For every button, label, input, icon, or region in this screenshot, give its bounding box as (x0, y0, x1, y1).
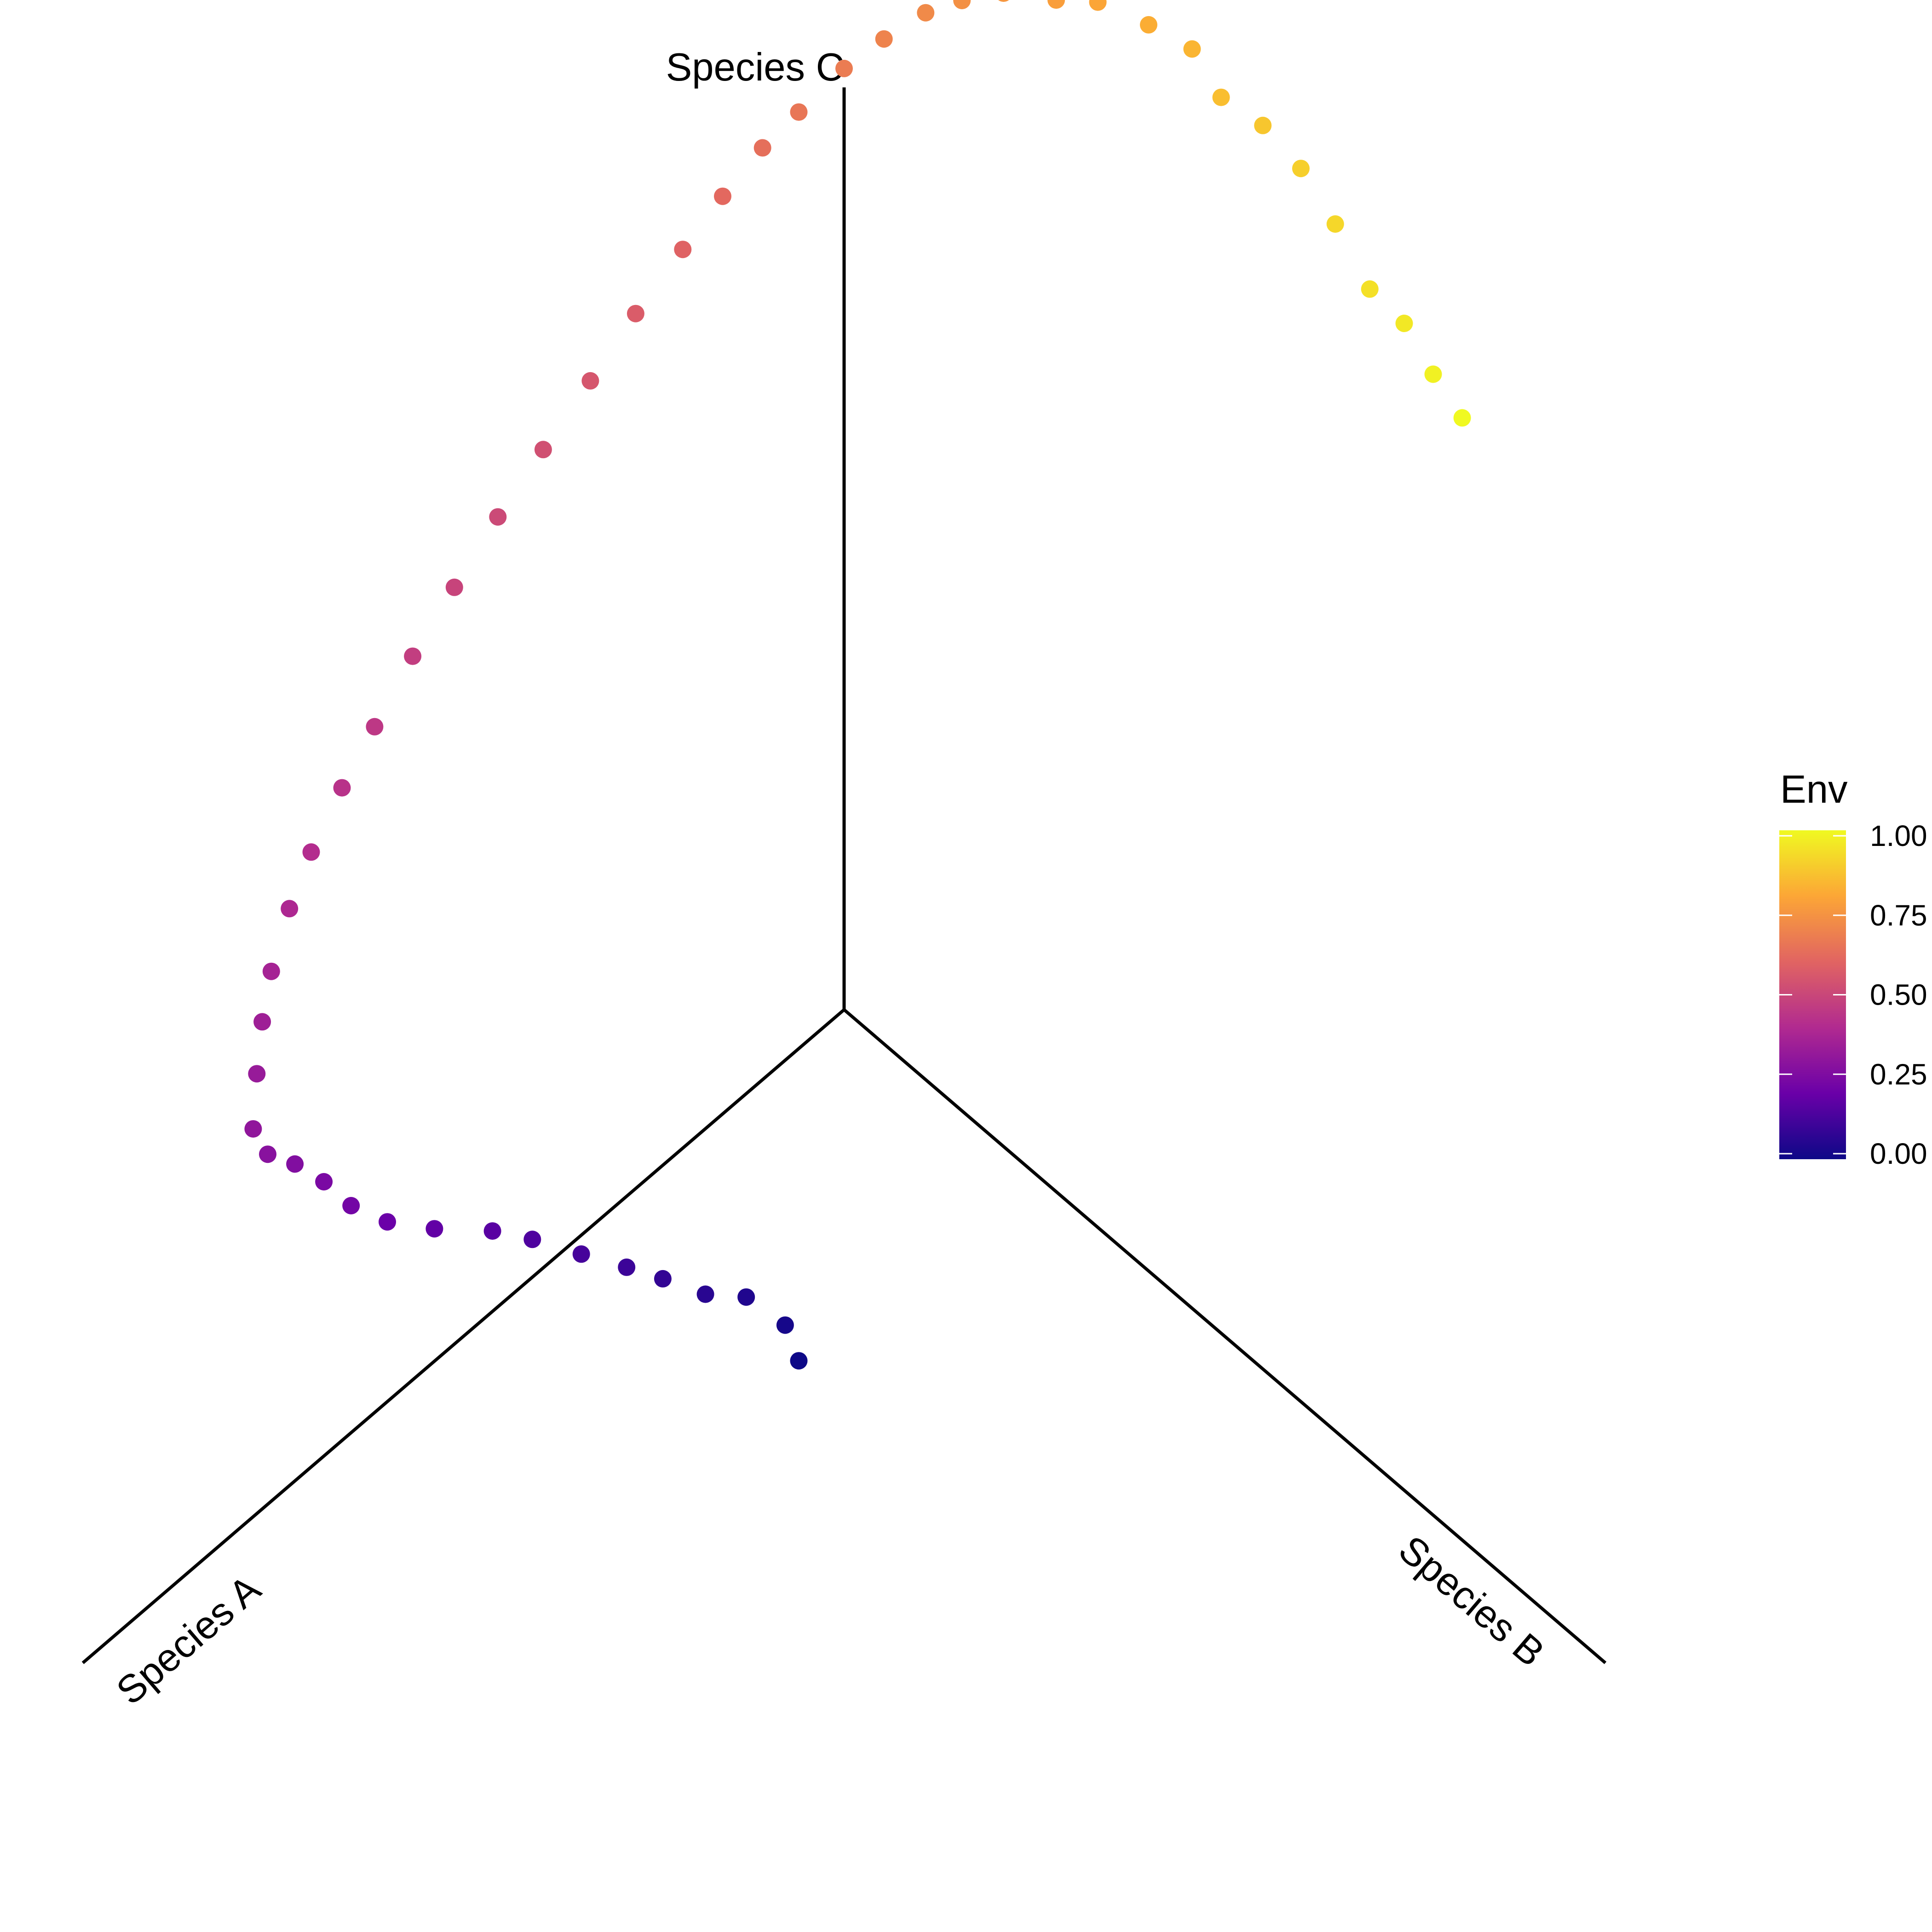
axes (81, 87, 1607, 1664)
data-point-27 (534, 441, 552, 459)
data-point-22 (333, 779, 351, 797)
data-point-11 (379, 1213, 396, 1231)
data-point-26 (489, 508, 507, 526)
data-point-13 (315, 1173, 333, 1190)
data-point-4 (696, 1285, 714, 1303)
data-point-36 (917, 4, 935, 22)
data-point-9 (483, 1222, 501, 1240)
data-point-12 (342, 1197, 360, 1214)
legend-title: Env (1780, 768, 1848, 811)
data-point-23 (366, 718, 384, 736)
axis-species-b (843, 1008, 1607, 1664)
data-point-24 (404, 647, 422, 665)
data-point-2 (776, 1316, 794, 1334)
axis-species-a (81, 1008, 845, 1664)
legend-tick-label-1: 0.25 (1870, 1058, 1927, 1091)
data-point-50 (1453, 409, 1471, 427)
data-point-5 (654, 1270, 672, 1288)
data-point-10 (426, 1220, 443, 1238)
data-point-1 (790, 1352, 808, 1370)
legend-tick-label-4: 1.00 (1870, 819, 1927, 852)
data-point-42 (1183, 40, 1201, 58)
data-point-33 (790, 103, 808, 121)
data-point-14 (286, 1155, 304, 1173)
data-points (244, 0, 1471, 1370)
data-point-21 (302, 843, 320, 861)
data-point-25 (445, 578, 463, 596)
data-point-32 (753, 139, 771, 157)
data-point-16 (244, 1120, 262, 1138)
data-point-34 (835, 59, 853, 77)
data-point-47 (1361, 280, 1379, 298)
data-point-41 (1140, 16, 1157, 34)
axis-label-species-c: Species C (666, 46, 844, 89)
data-point-29 (627, 305, 644, 322)
data-point-31 (714, 187, 731, 205)
legend-tick-label-2: 0.50 (1870, 978, 1927, 1012)
data-point-7 (572, 1245, 590, 1263)
data-point-35 (875, 30, 893, 48)
color-legend: Env 0.00 0.25 0.50 0.75 1.00 (1779, 768, 1927, 1170)
data-point-37 (953, 0, 971, 10)
data-point-40 (1089, 0, 1107, 11)
data-point-38 (998, 0, 1009, 2)
data-point-28 (581, 372, 599, 390)
data-point-39 (1047, 0, 1065, 9)
data-point-6 (618, 1258, 636, 1276)
data-point-46 (1326, 215, 1344, 233)
legend-tick-label-0: 0.00 (1870, 1137, 1927, 1170)
data-point-19 (262, 962, 280, 980)
data-point-44 (1254, 116, 1272, 134)
axis-label-species-a: Species A (109, 1567, 269, 1713)
data-point-45 (1292, 160, 1310, 178)
data-point-18 (253, 1013, 271, 1031)
data-point-43 (1212, 88, 1230, 106)
data-point-49 (1424, 365, 1442, 383)
data-point-3 (737, 1288, 755, 1306)
legend-tick-label-3: 0.75 (1870, 899, 1927, 932)
data-point-48 (1395, 315, 1413, 332)
data-point-8 (523, 1230, 541, 1248)
data-point-15 (259, 1145, 276, 1163)
data-point-20 (281, 900, 299, 918)
data-point-30 (674, 241, 692, 259)
data-point-17 (248, 1065, 266, 1083)
